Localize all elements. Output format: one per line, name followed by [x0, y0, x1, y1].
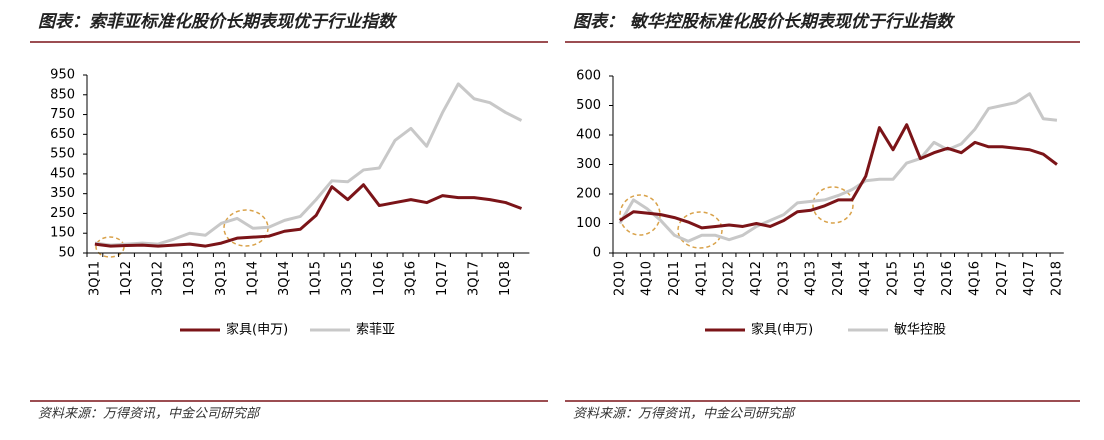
x-tick-label: 4Q10 [640, 261, 655, 296]
source: 资料来源：万得资讯，中金公司研究部 [573, 406, 796, 422]
legend-label: 索菲亚 [356, 323, 395, 338]
chart-title: 图表：索菲亚标准化股价长期表现优于行业指数 [38, 12, 398, 32]
y-tick-label: 250 [50, 206, 75, 221]
y-tick-label: 600 [576, 69, 601, 84]
y-tick-label: 100 [576, 216, 601, 231]
x-tick-label: 2Q14 [831, 261, 846, 296]
x-tick-label: 4Q14 [858, 261, 873, 296]
x-tick-label: 3Q11 [87, 261, 102, 296]
x-tick-label: 2Q15 [886, 261, 901, 296]
y-tick-label: 950 [50, 68, 75, 83]
x-tick-label: 1Q16 [372, 261, 387, 296]
series-line [94, 183, 523, 248]
legend-label: 家具(申万) [751, 322, 813, 338]
y-tick-label: 850 [50, 87, 75, 102]
x-tick-label: 1Q15 [309, 261, 324, 296]
y-tick-label: 650 [50, 127, 75, 142]
series-line [619, 123, 1058, 230]
x-tick-label: 1Q18 [498, 261, 513, 296]
highlight [677, 211, 723, 249]
y-tick-label: 200 [576, 187, 601, 202]
legend-label: 家具(申万) [226, 322, 288, 338]
x-tick-label: 3Q12 [151, 261, 166, 296]
x-tick-label: 4Q17 [1022, 261, 1037, 296]
chart-title: 图表： 敏华控股标准化股价长期表现优于行业指数 [573, 12, 956, 32]
y-tick-label: 450 [50, 166, 75, 181]
x-tick-label: 3Q16 [403, 261, 418, 296]
y-tick-label: 50 [58, 246, 75, 261]
x-tick-label: 4Q16 [967, 261, 982, 296]
x-tick-label: 2Q13 [776, 261, 791, 296]
x-tick-label: 2Q10 [612, 261, 627, 296]
x-tick-label: 1Q17 [435, 261, 450, 296]
y-tick-label: 400 [576, 128, 601, 143]
x-tick-label: 2Q18 [1049, 261, 1064, 296]
x-tick-label: 1Q12 [119, 261, 134, 296]
x-tick-label: 1Q14 [245, 261, 260, 296]
legend-label: 敏华控股 [894, 323, 946, 338]
y-tick-label: 0 [593, 246, 601, 261]
y-tick-label: 550 [50, 147, 75, 162]
x-tick-label: 3Q15 [340, 261, 355, 296]
x-tick-label: 4Q13 [804, 261, 819, 296]
x-tick-label: 3Q17 [467, 261, 482, 296]
x-tick-label: 4Q12 [749, 261, 764, 296]
source: 资料来源：万得资讯，中金公司研究部 [38, 406, 261, 422]
highlight [812, 186, 854, 224]
x-tick-label: 2Q11 [667, 261, 682, 296]
x-tick-label: 3Q14 [277, 261, 292, 296]
x-tick-label: 4Q11 [694, 261, 709, 296]
series-line [94, 82, 523, 247]
x-tick-label: 2Q12 [722, 261, 737, 296]
y-tick-label: 150 [50, 226, 75, 241]
y-tick-label: 350 [50, 186, 75, 201]
series-line [618, 92, 1058, 243]
y-tick-label: 500 [576, 98, 601, 113]
y-tick-label: 300 [576, 157, 601, 172]
x-tick-label: 3Q13 [214, 261, 229, 296]
y-tick-label: 750 [50, 107, 75, 122]
x-tick-label: 2Q17 [995, 261, 1010, 296]
x-tick-label: 2Q16 [940, 261, 955, 296]
x-tick-label: 4Q15 [913, 261, 928, 296]
x-tick-label: 1Q13 [182, 261, 197, 296]
